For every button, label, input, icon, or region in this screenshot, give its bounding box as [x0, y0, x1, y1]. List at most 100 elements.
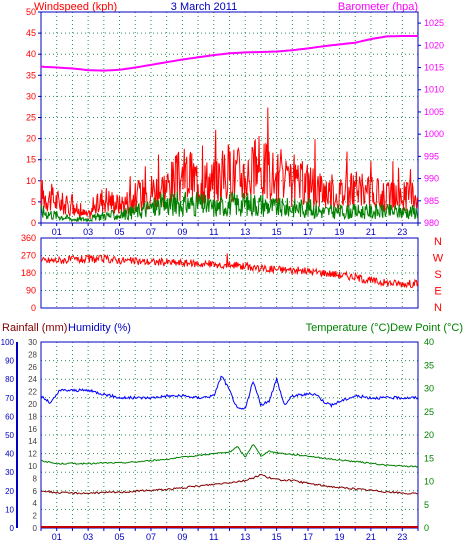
rainfall-tick-label: 90 — [5, 357, 14, 366]
dewpoint-series-line — [40, 473, 419, 495]
temperature-tick-label: 20 — [424, 430, 434, 440]
rainfall-tick-label: 10 — [5, 505, 14, 514]
rainfall-tick-label: 80 — [5, 375, 14, 384]
windspeed-axis-title: Windspeed (kph) — [34, 1, 117, 13]
rainfall-axis-title: Rainfall (mm) — [2, 322, 67, 334]
x-tick-label: 23 — [397, 532, 407, 542]
x-tick-label: 19 — [334, 532, 344, 542]
direction-panel-frame — [40, 237, 419, 309]
direction-panel-series — [40, 253, 419, 289]
humidity-series-line — [40, 375, 419, 410]
temperature-series-line — [40, 444, 419, 468]
rainfall-axis-ticks: 0 10 20 30 40 50 60 70 80 90 100 — [1, 338, 15, 533]
temp-panel-series — [40, 375, 419, 528]
direction-axis-ticks: 0 90 180 270 360 — [21, 233, 36, 313]
x-tick-label: 15 — [272, 227, 282, 237]
temperature-tick-label: 15 — [424, 453, 434, 463]
x-tick-label: 23 — [397, 227, 407, 237]
windspeed-tick-label: 25 — [26, 113, 36, 123]
barometer-tick-label: 1020 — [424, 40, 444, 50]
chart-date-title: 3 March 2011 — [171, 1, 237, 13]
temperature-axis-title: Temperature (°C)Dew Point (°C) — [306, 322, 463, 334]
x-tick-label: 13 — [240, 532, 250, 542]
direction-tick-label: 90 — [26, 286, 36, 296]
humidity-tick-label: 26 — [28, 363, 37, 372]
compass-label: N — [434, 302, 442, 314]
x-tick-label: 03 — [83, 227, 93, 237]
humidity-tick-label: 14 — [28, 437, 37, 446]
temperature-axis-ticks: 0 5 10 15 20 25 30 35 40 — [424, 337, 434, 533]
humidity-tick-label: 2 — [33, 512, 38, 521]
gust-series-line — [40, 107, 419, 219]
barometer-tick-label: 1005 — [424, 107, 444, 117]
windspeed-tick-label: 35 — [26, 70, 36, 80]
barometer-tick-label: 1015 — [424, 63, 444, 73]
humidity-axis-title: Humidity (%) — [68, 322, 131, 334]
x-tick-label: 03 — [83, 532, 93, 542]
humidity-tick-label: 4 — [33, 499, 38, 508]
direction-tick-label: 180 — [21, 268, 36, 278]
x-tick-label: 05 — [115, 227, 125, 237]
windspeed-axis-ticks: 0 5 10 15 20 25 30 35 40 45 50 — [26, 7, 41, 228]
barometer-tick-label: 1000 — [424, 129, 444, 139]
x-tick-label: 21 — [366, 227, 376, 237]
humidity-tick-label: 16 — [28, 425, 37, 434]
compass-label: W — [433, 253, 444, 265]
average-wind-series-line — [40, 191, 419, 223]
barometer-axis-title: Barometer (hpa) — [338, 1, 418, 13]
x-tick-label: 11 — [209, 532, 218, 542]
direction-tick-label: 0 — [31, 303, 36, 313]
x-tick-label: 13 — [240, 227, 250, 237]
x-tick-label: 01 — [52, 227, 62, 237]
x-tick-label: 11 — [209, 227, 218, 237]
x-tick-label: 15 — [272, 532, 282, 542]
temperature-tick-label: 5 — [424, 500, 429, 510]
x-tick-label: 07 — [146, 532, 156, 542]
windspeed-tick-label: 20 — [26, 134, 36, 144]
windspeed-tick-label: 50 — [26, 7, 36, 17]
barometer-tick-label: 985 — [424, 196, 439, 206]
x-tick-label: 09 — [177, 532, 187, 542]
rainfall-tick-label: 60 — [5, 412, 14, 421]
rainfall-tick-label: 30 — [5, 468, 14, 477]
barometer-tick-label: 980 — [424, 218, 439, 228]
humidity-tick-label: 30 — [28, 338, 37, 347]
x-tick-label: 01 — [52, 532, 62, 542]
direction-tick-label: 270 — [21, 251, 36, 261]
humidity-tick-label: 28 — [28, 350, 37, 359]
temperature-tick-label: 10 — [424, 477, 434, 487]
humidity-tick-label: 0 — [33, 524, 38, 533]
direction-panel-grid — [41, 238, 418, 308]
x-tick-label: 07 — [146, 227, 156, 237]
temperature-tick-label: 0 — [424, 523, 429, 533]
x-tick-label: 17 — [303, 227, 313, 237]
barometer-tick-label: 1010 — [424, 85, 444, 95]
windspeed-tick-label: 0 — [31, 218, 36, 228]
windspeed-tick-label: 15 — [26, 155, 36, 165]
barometer-tick-label: 990 — [424, 174, 439, 184]
wind-direction-series-line — [40, 253, 419, 289]
barometer-axis-ticks: 980 985 990 995 1000 1005 1010 1015 1020 1025 — [418, 18, 444, 228]
temperature-tick-label: 40 — [424, 337, 434, 347]
barometer-tick-label: 995 — [424, 151, 439, 161]
temperature-tick-label: 30 — [424, 384, 434, 394]
humidity-tick-label: 22 — [28, 388, 37, 397]
x-tick-label: 05 — [115, 532, 125, 542]
barometer-tick-label: 1025 — [424, 18, 444, 28]
rainfall-tick-label: 50 — [5, 431, 14, 440]
rainfall-tick-label: 70 — [5, 394, 14, 403]
x-tick-label: 09 — [177, 227, 187, 237]
windspeed-tick-label: 45 — [26, 28, 36, 38]
humidity-tick-label: 10 — [28, 462, 37, 471]
barometer-series-line — [40, 35, 418, 72]
rainfall-tick-label: 100 — [1, 338, 15, 347]
compass-label: S — [434, 269, 441, 281]
x-tick-label: 21 — [366, 532, 376, 542]
wind-panel-series — [40, 35, 419, 223]
temp-panel-x-ticks: 01 03 05 07 09 11 13 15 17 19 21 23 — [40, 528, 419, 542]
x-tick-label: 17 — [303, 532, 313, 542]
temperature-tick-label: 25 — [424, 407, 434, 417]
